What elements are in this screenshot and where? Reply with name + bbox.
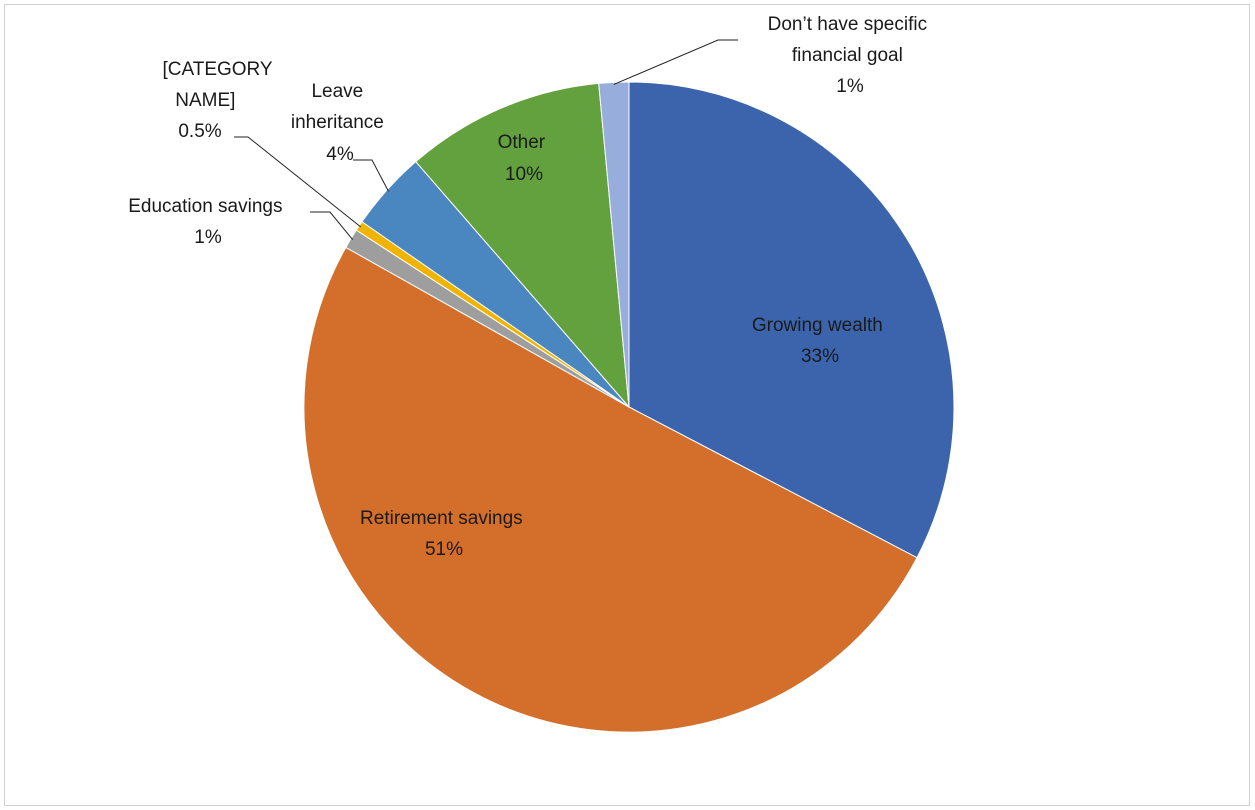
pie-slice-growing-wealth [628, 81, 955, 559]
leader-line-4 [353, 159, 389, 192]
leader-line-6 [613, 39, 738, 85]
pie-slice-other [415, 82, 630, 409]
label-education-savings: Education savings 1% [128, 196, 288, 248]
label-other: Other 10% [498, 132, 551, 185]
pie-slice-retirement-savings [303, 246, 918, 733]
label-category-name: [CATEGORY NAME] 0.5% [162, 59, 277, 142]
leader-line-2 [310, 211, 354, 241]
label-leave-inheritance: Leave inheritance 4% [291, 81, 389, 165]
leader-line-3 [234, 136, 362, 228]
label-growing-wealth: Growing wealth 33% [752, 315, 888, 367]
pie-slice-don-t-have-specific-financial-goal [598, 81, 630, 408]
label-no-specific-goal: Don’t have specific financial goal 1% [768, 14, 933, 97]
label-retirement-savings: Retirement savings 51% [360, 508, 528, 560]
